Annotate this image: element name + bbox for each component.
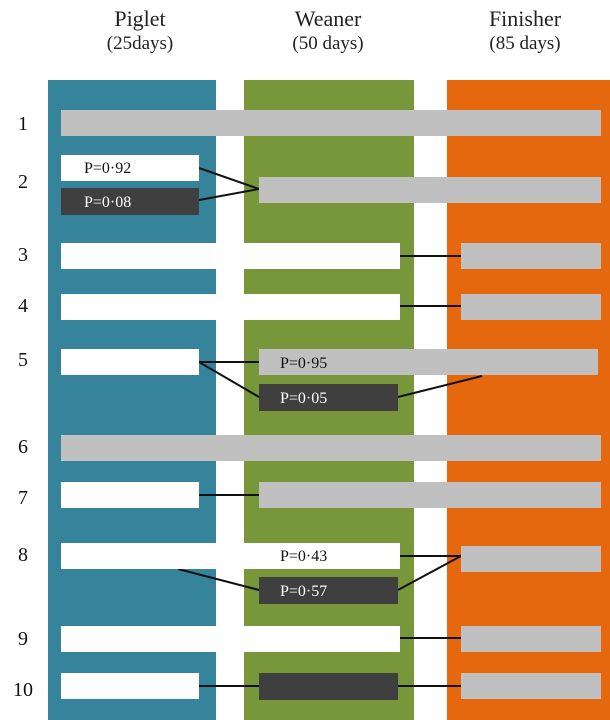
row2-prob-top: P=0·92 [84, 160, 132, 177]
row9-bar-finisher [461, 626, 601, 652]
row1-bar-all-stages [61, 110, 601, 136]
row6-bar-all-stages [61, 435, 601, 461]
band-finisher [447, 80, 610, 720]
row2-bar-weaner-finisher [259, 177, 601, 203]
row3-bar-finisher [461, 243, 601, 269]
band-piglet [48, 80, 216, 720]
row8-bar-weaner-bottom [259, 577, 398, 604]
row-number-4: 4 [18, 295, 28, 317]
row-number-9: 9 [18, 628, 28, 650]
row4-bar-piglet-weaner [61, 294, 400, 320]
row-number-2: 2 [18, 171, 28, 193]
row-number-10: 10 [13, 679, 33, 701]
row5-prob-top: P=0·95 [280, 355, 328, 372]
row10-bar-finisher [461, 673, 601, 699]
row10-bar-weaner [259, 673, 398, 700]
header-weaner-age: (50 days) [292, 33, 364, 54]
row-number-7: 7 [18, 487, 28, 509]
row3-bar-piglet-weaner [61, 243, 400, 269]
header-piglet: Piglet (25days) [65, 6, 215, 56]
row8-bar-piglet-weaner [61, 543, 400, 569]
header-finisher-name: Finisher [488, 6, 562, 31]
row8-prob-bottom: P=0·57 [280, 583, 328, 600]
row2-bar-piglet-bottom [61, 188, 199, 215]
header-finisher: Finisher (85 days) [450, 6, 600, 56]
header-weaner: Weaner (50 days) [253, 6, 403, 56]
row-number-6: 6 [18, 436, 28, 458]
row-number-5: 5 [18, 349, 28, 371]
header-finisher-age: (85 days) [489, 33, 561, 54]
row7-bar-piglet [61, 482, 199, 508]
row-number-8: 8 [18, 544, 28, 566]
row-number-3: 3 [18, 244, 28, 266]
row2-bar-piglet-top [61, 155, 199, 181]
row8-bar-finisher [461, 546, 601, 572]
row10-bar-piglet [61, 673, 199, 699]
row2-prob-bottom: P=0·08 [84, 194, 132, 211]
row5-bar-weaner-bottom [259, 384, 398, 411]
header-piglet-name: Piglet [114, 6, 166, 31]
row5-bar-piglet [61, 349, 199, 375]
row8-prob-top: P=0·43 [280, 548, 328, 565]
row5-prob-bottom: P=0·05 [280, 390, 328, 407]
row-number-1: 1 [18, 113, 28, 135]
row9-bar-piglet-weaner [61, 626, 400, 652]
header-piglet-age: (25days) [106, 33, 174, 54]
header-weaner-name: Weaner [294, 6, 362, 31]
row7-bar-weaner-finisher [259, 482, 601, 508]
row4-bar-finisher [461, 294, 601, 320]
row5-bar-weaner-finisher-top [259, 349, 598, 375]
